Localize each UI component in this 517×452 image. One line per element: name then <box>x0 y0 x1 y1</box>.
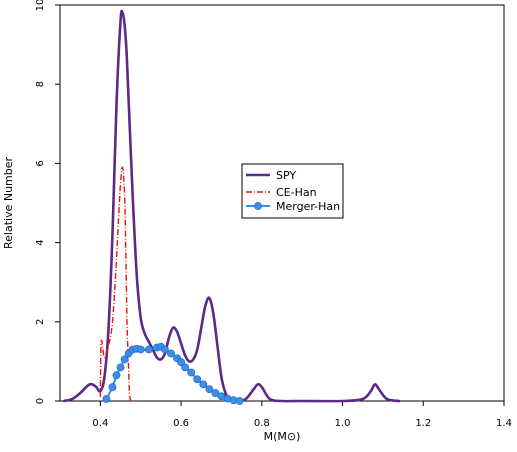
series-point-merger-han <box>235 397 244 405</box>
x-tick-label: 0.6 <box>173 418 189 429</box>
x-tick-label: 0.4 <box>92 418 108 429</box>
legend-label-merger-han: Merger-Han <box>276 200 340 213</box>
series-point-merger-han <box>193 375 202 384</box>
series-line-spy <box>62 9 401 403</box>
series-point-merger-han <box>112 371 121 380</box>
y-axis-title: Relative Number <box>2 157 15 250</box>
series-point-merger-han <box>177 358 185 367</box>
series-point-merger-han <box>102 395 111 403</box>
x-axis-title: M(M⊙) <box>264 430 301 443</box>
x-axis: 0.4 0.6 0.8 1.0 1.2 1.4 <box>92 401 512 429</box>
series-point-merger-han <box>136 345 145 354</box>
y-tick-label: 6 <box>35 160 46 166</box>
series-layer <box>62 9 401 405</box>
x-tick-label: 1.0 <box>335 418 351 429</box>
series-point-merger-han <box>144 345 153 354</box>
legend-label-ce-han: CE-Han <box>276 186 317 199</box>
series-point-merger-han <box>120 355 129 364</box>
y-tick-label: 8 <box>35 81 46 87</box>
series-point-merger-han <box>199 380 208 389</box>
series-point-merger-han <box>187 368 196 377</box>
y-tick-label: 10 <box>35 0 46 11</box>
legend-marker-merger-han <box>254 202 262 210</box>
x-tick-label: 1.2 <box>415 418 431 429</box>
series-point-merger-han <box>181 363 190 372</box>
x-tick-label: 1.4 <box>496 418 512 429</box>
y-tick-label: 2 <box>35 319 46 325</box>
series-point-merger-han <box>108 383 117 392</box>
y-axis: 0 2 4 6 8 10 <box>35 0 60 404</box>
x-tick-label: 0.8 <box>254 418 270 429</box>
y-tick-label: 0 <box>35 398 46 404</box>
legend-label-spy: SPY <box>276 169 296 182</box>
series-point-merger-han <box>116 363 125 372</box>
y-tick-label: 4 <box>35 239 46 245</box>
series-point-merger-han <box>161 345 169 354</box>
series-point-merger-han <box>205 385 214 394</box>
legend: SPY CE-Han Merger-Han <box>241 163 344 219</box>
series-point-merger-han <box>211 389 220 397</box>
series-point-merger-han <box>167 349 175 358</box>
